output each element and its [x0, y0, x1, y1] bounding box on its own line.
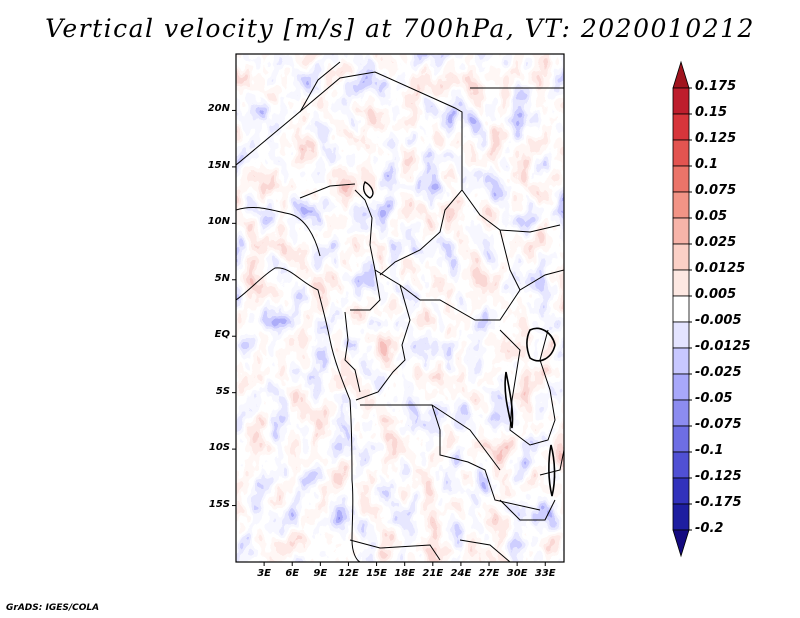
- colorbar-segment: [672, 373, 690, 401]
- colorbar-label: -0.125: [695, 469, 742, 484]
- colorbar-segment: [672, 477, 690, 505]
- colorbar-label: 0.025: [695, 235, 737, 250]
- colorbar: [672, 60, 692, 558]
- border-line: [299, 61, 341, 113]
- coastline: [236, 267, 361, 562]
- border-line: [355, 284, 411, 401]
- border-line: [349, 539, 441, 561]
- lake-chad: [363, 181, 374, 199]
- figure-title: Vertical velocity [m/s] at 700hPa, VT: 2…: [45, 14, 755, 43]
- colorbar-label: 0.15: [695, 105, 728, 120]
- latitude-label: 10S: [208, 442, 230, 454]
- border-line: [350, 189, 381, 311]
- country-borders: [236, 61, 564, 562]
- longitude-label: 24E: [450, 568, 472, 579]
- colorbar-segment: [672, 425, 690, 453]
- latitude-label: EQ: [214, 329, 230, 341]
- colorbar-label: -0.025: [695, 365, 742, 380]
- colorbar-label: -0.005: [695, 313, 742, 328]
- longitude-label: 15E: [366, 568, 387, 579]
- colorbar-segment: [672, 139, 690, 167]
- colorbar-segment: [672, 347, 690, 375]
- longitude-label: 30E: [506, 568, 528, 579]
- colorbar-label: -0.0125: [695, 339, 751, 354]
- border-line: [459, 539, 511, 562]
- colorbar-segment: [672, 269, 690, 297]
- colorbar-max-arrow: [672, 60, 690, 89]
- border-line: [344, 311, 361, 393]
- border-line: [499, 499, 556, 521]
- border-line: [431, 404, 501, 471]
- longitude-label: 3E: [257, 568, 271, 579]
- colorbar-label: 0.1: [695, 157, 719, 172]
- lake-tanganyika: [504, 371, 514, 429]
- map-frame: [235, 53, 565, 563]
- colorbar-label: -0.1: [695, 443, 724, 458]
- longitude-label: 18E: [394, 568, 416, 579]
- vertical-velocity-field: [236, 54, 564, 562]
- longitude-label: 33E: [534, 568, 556, 579]
- longitude-label: 9E: [313, 568, 328, 579]
- longitude-ticks: [263, 562, 546, 566]
- grads-credit: GrADS: IGES/COLA: [6, 603, 100, 613]
- colorbar-label: -0.075: [695, 417, 742, 432]
- colorbar-segment: [672, 451, 690, 479]
- colorbar-label: -0.175: [695, 495, 742, 510]
- border-line: [374, 269, 564, 321]
- latitude-ticks: [232, 109, 236, 507]
- colorbar-segment: [672, 191, 690, 219]
- colorbar-min-arrow: [672, 529, 690, 558]
- border-line: [299, 183, 356, 199]
- colorbar-segment: [672, 87, 690, 115]
- longitude-label: 21E: [422, 568, 444, 579]
- border-line: [360, 404, 541, 511]
- lake-victoria: [526, 327, 556, 362]
- colorbar-segment: [672, 113, 690, 141]
- border-line: [539, 449, 564, 476]
- border-line: [236, 207, 321, 257]
- colorbar-label: -0.05: [695, 391, 733, 406]
- latitude-label: 5N: [214, 272, 230, 284]
- latitude-label: 10N: [207, 216, 230, 228]
- colorbar-label: 0.075: [695, 183, 737, 198]
- colorbar-segment: [672, 165, 690, 193]
- border-line: [499, 329, 556, 446]
- colorbar-label: 0.05: [695, 209, 728, 224]
- latitude-label: 15N: [207, 159, 230, 171]
- colorbar-segment: [672, 217, 690, 245]
- longitude-label: 12E: [338, 568, 359, 579]
- border-line: [499, 229, 521, 291]
- colorbar-segment: [672, 503, 690, 531]
- lake-malawi: [548, 444, 556, 497]
- colorbar-segment: [672, 243, 690, 271]
- latitude-label: 5S: [215, 385, 230, 397]
- colorbar-label: 0.005: [695, 287, 737, 302]
- colorbar-segment: [672, 295, 690, 323]
- border-line: [236, 71, 463, 276]
- colorbar-label: 0.125: [695, 131, 737, 146]
- map-plot-area: [232, 53, 565, 566]
- latitude-label: 20N: [207, 103, 230, 115]
- latitude-label: 15S: [208, 498, 230, 510]
- colorbar-label: 0.175: [695, 79, 737, 94]
- colorbar-segment: [672, 321, 690, 349]
- longitude-label: 6E: [285, 568, 300, 579]
- longitude-label: 27E: [478, 568, 500, 579]
- colorbar-label: 0.0125: [695, 261, 746, 276]
- colorbar-label: -0.2: [695, 521, 724, 536]
- colorbar-segment: [672, 399, 690, 427]
